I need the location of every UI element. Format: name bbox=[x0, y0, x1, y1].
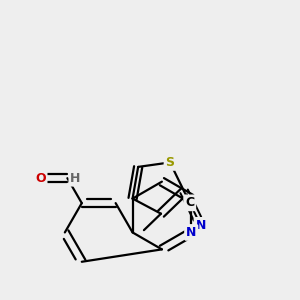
Text: N: N bbox=[196, 219, 206, 232]
Text: S: S bbox=[166, 156, 175, 169]
Text: O: O bbox=[35, 172, 46, 185]
Text: C: C bbox=[185, 196, 194, 209]
Text: N: N bbox=[186, 226, 196, 239]
Text: H: H bbox=[70, 172, 81, 185]
